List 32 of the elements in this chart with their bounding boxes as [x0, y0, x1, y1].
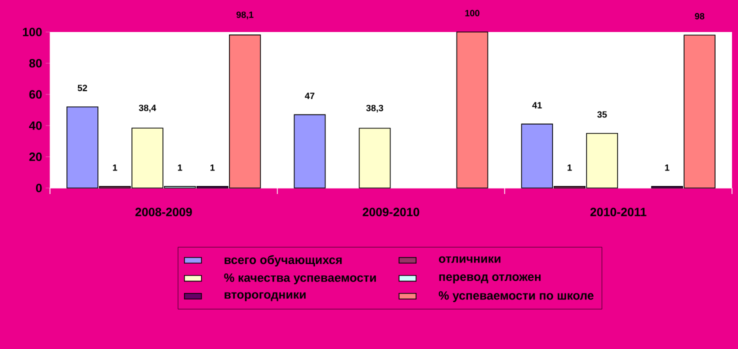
legend-label: второгодники: [224, 292, 306, 302]
legend-label: % успеваемости по школе: [438, 291, 594, 302]
data-label: 1: [178, 164, 182, 171]
data-label: 47: [304, 92, 314, 99]
data-label: 98,1: [236, 12, 254, 20]
data-label: 41: [532, 102, 542, 108]
y-tick-label: 20: [29, 152, 42, 162]
data-label: 1: [568, 164, 572, 171]
bar: [358, 128, 391, 188]
bar: [294, 114, 326, 188]
x-tick-label: 2010-2011: [590, 208, 646, 216]
y-tick-label: 80: [29, 58, 42, 68]
data-label: 1: [112, 164, 118, 171]
y-tick-label: 100: [22, 28, 42, 36]
bar: [456, 32, 488, 188]
data-label: 100: [465, 10, 480, 16]
data-label: 52: [78, 84, 88, 92]
legend-label: отличники: [438, 256, 500, 263]
x-tick-label: 2008-2009: [135, 208, 192, 216]
data-label: 1: [210, 164, 215, 171]
data-label: 35: [597, 111, 607, 118]
x-tick-label: 2009-2010: [362, 208, 420, 216]
data-label: 38,3: [366, 104, 384, 113]
legend-label: всего обучающихся: [224, 255, 342, 266]
legend-label: % качества успеваемости: [224, 273, 376, 284]
y-tick-label: 0: [36, 184, 42, 192]
data-label: 38,4: [138, 104, 156, 112]
data-label: 1: [665, 164, 670, 171]
y-tick-label: 60: [29, 90, 42, 99]
legend-label: перевод отложен: [439, 274, 541, 284]
y-tick-label: 40: [29, 121, 42, 130]
data-label: 98: [694, 13, 704, 20]
